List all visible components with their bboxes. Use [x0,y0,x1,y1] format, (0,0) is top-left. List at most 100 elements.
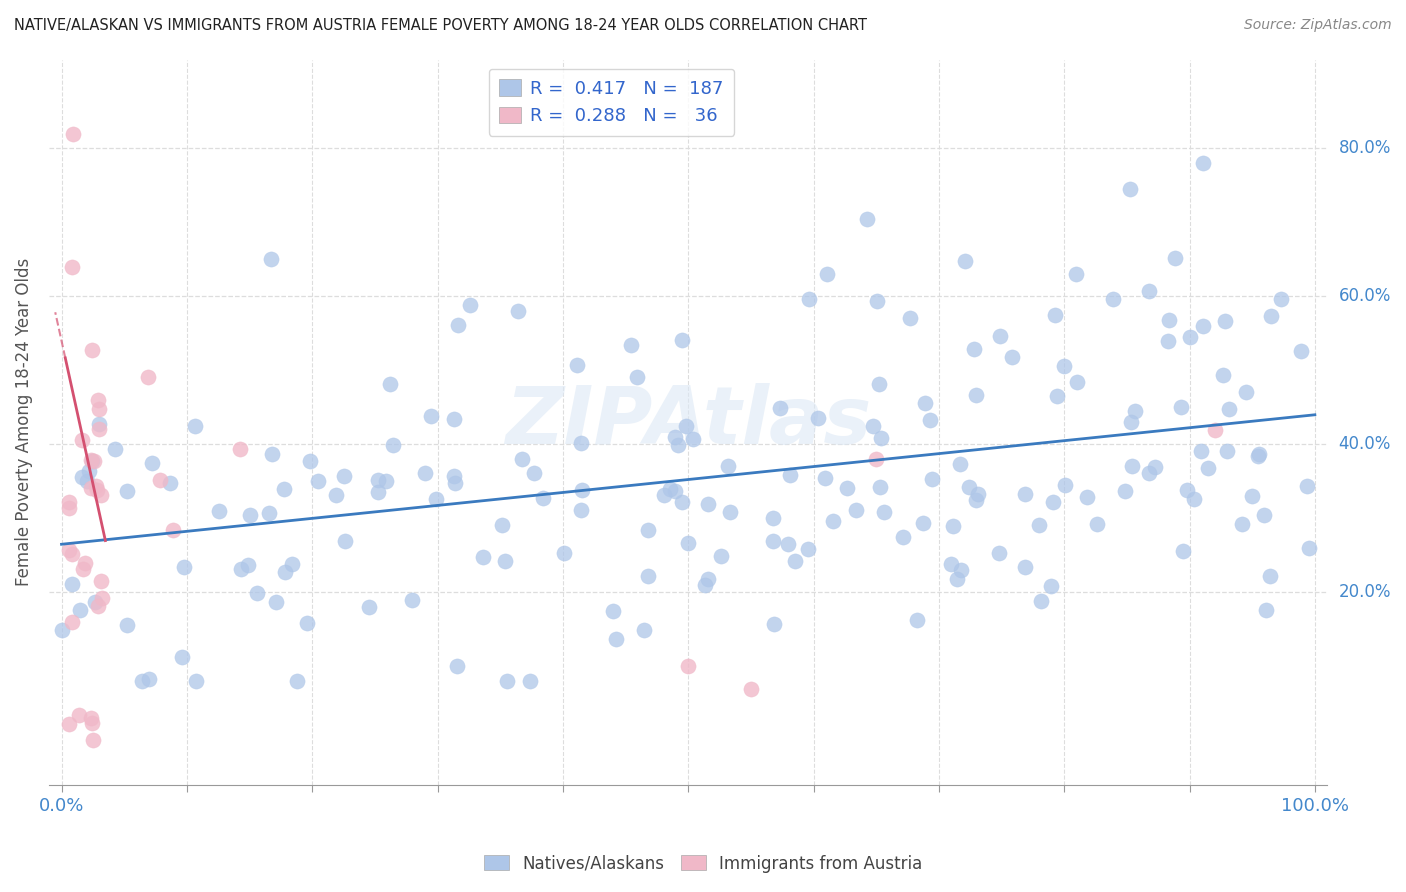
Point [664,430,686,444]
Point [1249,447,1271,461]
Point [671,333,693,347]
Point [637,523,659,537]
Point [664,483,686,498]
Point [491,518,513,533]
Point [873,506,896,520]
Point [281,558,304,572]
Point [87,401,110,416]
Point [868,376,890,391]
Legend: R =  0.417   N =  187, R =  0.288   N =   36: R = 0.417 N = 187, R = 0.288 N = 36 [489,69,734,136]
Text: ZIPAtlas: ZIPAtlas [505,384,872,461]
Point [1014,560,1036,574]
Point [1042,495,1064,509]
Point [905,614,928,628]
Point [357,600,380,615]
Point [967,487,990,501]
Point [239,508,262,523]
Point [939,557,962,571]
Point [1102,292,1125,306]
Point [1256,603,1278,617]
Point [569,436,592,450]
Point [718,505,741,519]
Point [1164,251,1187,265]
Point [716,458,738,473]
Point [957,480,980,494]
Point [443,469,465,483]
Point [553,545,575,559]
Point [58,501,80,516]
Point [159,475,181,490]
Point [131,674,153,689]
Point [865,452,887,467]
Point [229,442,252,456]
Point [1039,579,1062,593]
Point [496,674,519,689]
Point [776,537,799,551]
Point [1218,402,1240,417]
Point [58,717,80,731]
Point [69,602,91,616]
Point [1066,375,1088,389]
Point [82,454,104,468]
Point [58,495,80,509]
Point [104,442,127,456]
Point [508,304,530,318]
Text: NATIVE/ALASKAN VS IMMIGRANTS FROM AUSTRIA FEMALE POVERTY AMONG 18-24 YEAR OLDS C: NATIVE/ALASKAN VS IMMIGRANTS FROM AUSTRI… [14,18,868,33]
Point [1014,487,1036,501]
Point [86,479,108,493]
Point [862,418,884,433]
Point [1192,156,1215,170]
Text: 20.0%: 20.0% [1339,583,1391,601]
Point [67,707,90,722]
Point [84,595,107,609]
Point [1170,400,1192,414]
Point [1260,310,1282,324]
Point [783,553,806,567]
Point [273,565,295,579]
Point [1028,517,1050,532]
Point [471,550,494,565]
Point [837,481,859,495]
Point [401,593,423,607]
Point [814,471,837,485]
Point [60,260,83,274]
Legend: Natives/Alaskans, Immigrants from Austria: Natives/Alaskans, Immigrants from Austri… [477,848,929,880]
Point [141,456,163,470]
Point [62,127,84,141]
Point [170,650,193,665]
Point [83,454,105,468]
Point [523,466,546,480]
Point [1123,404,1146,418]
Point [91,591,114,605]
Point [446,659,468,673]
Point [1175,483,1198,497]
Point [1291,343,1313,358]
Point [494,554,516,568]
Point [797,292,820,306]
Point [264,595,287,609]
Text: 60.0%: 60.0% [1339,287,1391,305]
Point [138,370,160,384]
Point [87,417,110,431]
Point [1298,541,1320,556]
Point [1121,458,1143,473]
Point [60,615,83,629]
Point [149,473,172,487]
Point [914,396,936,410]
Point [333,468,356,483]
Point [510,452,533,467]
Point [367,485,389,500]
Point [1296,479,1319,493]
Point [87,393,110,408]
Point [571,483,593,497]
Point [1230,516,1253,531]
Point [90,488,112,502]
Point [458,298,481,312]
Point [869,431,891,445]
Point [1137,466,1160,480]
Point [1192,319,1215,334]
Point [963,342,986,356]
Point [1053,477,1076,491]
Point [82,716,104,731]
Point [86,483,108,497]
